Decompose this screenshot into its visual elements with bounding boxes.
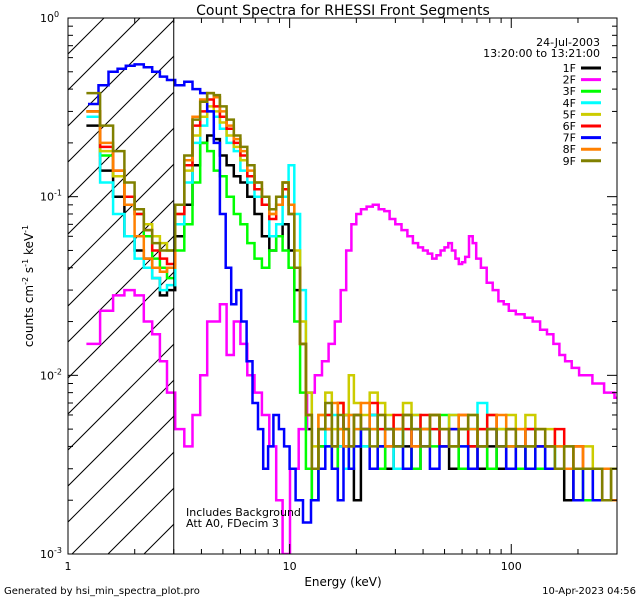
x-axis-label: Energy (keV) — [304, 575, 381, 589]
hatched-region — [68, 18, 174, 554]
annotation-background: Includes Background — [186, 506, 301, 519]
legend-label-5F: 5F — [563, 108, 576, 121]
hatch-line — [68, 55, 174, 163]
footer-generated-by: Generated by hsi_min_spectra_plot.pro — [4, 586, 200, 597]
hatch-line — [68, 91, 174, 199]
legend-label-2F: 2F — [563, 74, 576, 87]
legend-label-3F: 3F — [563, 85, 576, 98]
date-label: 24-Jul-2003 — [536, 36, 600, 49]
y-tick-label: 10-2 — [40, 367, 62, 382]
x-tick-label: 10 — [283, 560, 297, 573]
y-tick-label: 100 — [40, 10, 59, 25]
time-range-label: 13:20:00 to 13:21:00 — [483, 47, 600, 60]
hatch-line — [68, 235, 174, 343]
hatch-line — [107, 487, 174, 554]
y-label-text-2: s — [22, 267, 36, 277]
chart-title: Count Spectra for RHESSI Front Segments — [196, 3, 490, 19]
hatch-line — [68, 127, 174, 235]
hatch-line — [68, 415, 174, 523]
series-2F — [86, 203, 617, 554]
y-axis-label: counts cm-2 s-1 keV-1 — [21, 225, 36, 347]
y-tick-label: 10-3 — [40, 546, 62, 561]
legend-label-6F: 6F — [563, 120, 576, 133]
hatch-lines — [68, 18, 174, 554]
legend-label-7F: 7F — [563, 132, 576, 145]
annotation-attenuator: Att A0, FDecim 3 — [186, 517, 279, 530]
series-9F — [86, 91, 617, 502]
axes: 1 10 100 100 10-1 10-2 10-3 — [40, 10, 618, 573]
y-label-text-1: counts cm — [22, 285, 36, 347]
y-label-exp-3: -1 — [21, 225, 30, 233]
hatch-line — [68, 18, 141, 91]
hatch-line — [68, 343, 174, 451]
x-tick-label: 1 — [65, 560, 72, 573]
legend-label-4F: 4F — [563, 97, 576, 110]
plot-frame — [67, 17, 618, 555]
x-tick-label: 100 — [501, 560, 522, 573]
hatch-line — [68, 379, 174, 487]
y-label-exp-1: -2 — [21, 277, 30, 285]
legend-label-1F: 1F — [563, 62, 576, 75]
series-layer — [86, 63, 617, 554]
footer-timestamp: 10-Apr-2023 04:56 — [542, 586, 636, 597]
y-label-exp-2: -1 — [21, 259, 30, 267]
legend-label-8F: 8F — [563, 143, 576, 156]
legend-label-9F: 9F — [563, 155, 576, 168]
hatch-line — [68, 199, 174, 307]
y-label-text-3: keV — [22, 232, 36, 259]
hatch-line — [71, 451, 174, 554]
y-tick-label: 10-1 — [40, 189, 62, 204]
hatch-line — [68, 19, 174, 127]
